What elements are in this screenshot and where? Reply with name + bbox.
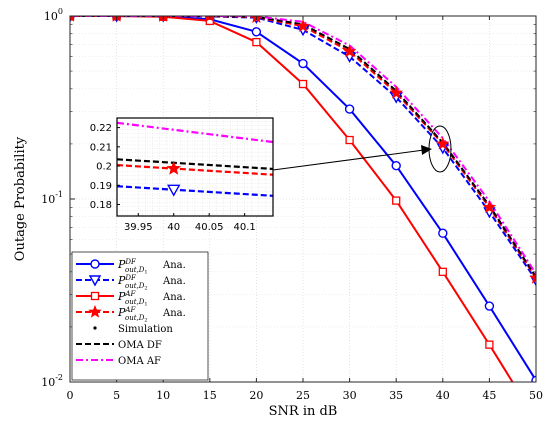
legend-label-sim: Simulation [118,324,173,335]
legend-item-omaaf: OMA AF [76,356,161,367]
x-tick-label: 0 [67,389,74,402]
inset-grid [117,118,273,216]
data-point-af2 [482,200,497,214]
data-point-af1 [392,196,401,205]
zoom-arrow-head [421,145,432,155]
legend-marker-df2 [88,275,102,287]
legend-item-sim: Simulation [93,324,173,335]
inset-frame [116,117,274,217]
data-point-df1 [531,375,536,382]
x-tick-label: 20 [249,389,263,402]
data-point-af2 [70,16,75,22]
data-point-af1 [533,416,540,423]
inset-y-tick-label: 0.21 [90,142,112,153]
inset-line-omaaf [117,121,273,144]
x-tick-label: 15 [203,389,217,402]
x-tick-labels: 0 5 10 15 20 25 30 35 40 45 50 [67,16,543,402]
inset-x-tick-label: 40.1 [234,222,256,233]
legend-item-af1: PAF out,D1Ana. [76,290,186,308]
x-tick-label: 45 [482,389,496,402]
legend-item-omadf: OMA DF [76,340,162,351]
legend-marker-af1 [90,291,100,301]
y-tick-label: 100 [44,7,63,23]
x-tick-label: 40 [436,389,450,402]
x-tick-label: 5 [113,389,120,402]
data-point-df1 [438,228,448,238]
inset-x-tick-label: 39.95 [124,222,153,233]
legend-label-af2: PAF out,D2Ana. [117,306,186,324]
inset-x-tick-label: 40.05 [195,222,224,233]
legend-box [71,251,209,381]
data-point-af1 [298,79,308,89]
data-point-af2 [296,19,310,32]
inset-y-tick-label: 0.2 [96,162,112,173]
legend-item-af2: PAF out,D2Ana. [76,304,186,324]
inset-series [117,121,273,197]
legend-marker-af2 [88,304,102,318]
y-tick-label: 10-1 [41,190,63,206]
x-tick-label: 35 [389,389,403,402]
legend-label-omadf: OMA DF [118,340,162,351]
x-axis-label: SNR in dB [269,404,338,419]
inset-zoom: 39.95 40 40.05 40.1 0.22 0.21 0.2 0.19 0.18 [90,117,274,233]
data-point-af1 [252,37,261,47]
data-point-df1 [298,58,308,69]
legend-item-df1: PDF out,D1Ana. [76,258,186,276]
data-point-af2 [342,44,357,58]
legend-label-df1: PDF out,D1Ana. [117,258,186,276]
legend-item-df2: PDF out,D2Ana. [76,274,186,292]
inset-y-tick-label: 0.19 [90,181,112,192]
data-point-df1 [484,301,495,311]
data-point-af1 [438,267,447,276]
inset-y-tick-label: 0.18 [90,200,112,211]
inset-line-df2 [117,185,273,197]
data-point-df1 [251,27,262,37]
data-point-af2 [436,136,450,150]
legend-marker-sim [93,326,97,330]
inset-y-tick-label: 0.22 [90,123,112,134]
inset-y-tick-labels: 0.22 0.21 0.2 0.19 0.18 [90,123,120,211]
inset-line-omadf [117,158,273,171]
data-point-df1 [391,161,401,171]
series-line-omadf [70,16,536,278]
x-tick-label: 50 [529,389,543,402]
zoom-arrow-line [272,149,425,171]
legend-label-df2: PDF out,D2Ana. [117,274,186,292]
data-point-af1 [485,340,494,349]
inset-marker-af2 [166,160,182,175]
data-point-df1 [344,104,355,114]
legend: PDF out,D1Ana.PDF out,D2Ana.PAF out,D1Ana.P… [71,251,209,381]
inset-marker-df2 [167,184,181,197]
data-point-af1 [345,135,354,145]
inset-x-tick-labels: 39.95 40 40.05 40.1 [124,213,256,233]
legend-marker-df1 [90,259,100,269]
data-point-af2 [389,85,403,99]
y-tick-label: 10-2 [41,373,63,389]
legend-label-omaaf: OMA AF [118,356,161,367]
x-tick-label: 25 [296,389,310,402]
data-point-af2 [529,270,536,284]
y-axis-label: Outage Probability [13,136,28,261]
x-tick-label: 30 [343,389,357,402]
legend-label-af1: PAF out,D1Ana. [117,290,186,308]
series-layer [70,16,540,423]
x-tick-label: 10 [156,389,170,402]
inset-x-tick-label: 40 [167,222,180,233]
inset-line-af2 [117,163,273,176]
